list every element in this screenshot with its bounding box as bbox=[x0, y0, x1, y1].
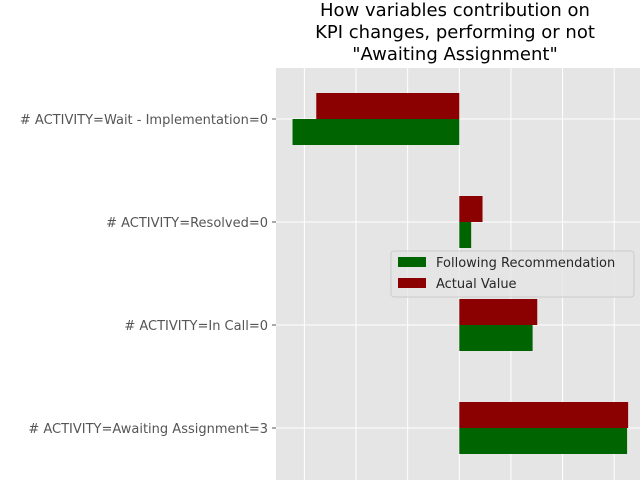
bar-following-recommendation bbox=[459, 222, 472, 248]
bar-actual-value bbox=[459, 402, 629, 428]
bar-following-recommendation bbox=[459, 428, 628, 454]
legend-box bbox=[390, 250, 635, 298]
legend-swatch-actual-value bbox=[398, 278, 426, 288]
legend-label-actual-value: Actual Value bbox=[436, 277, 517, 292]
y-tick-label: # ACTIVITY=Wait - Implementation=0 bbox=[20, 113, 268, 128]
legend: Following Recommendation Actual Value bbox=[390, 250, 635, 298]
bar-following-recommendation bbox=[459, 325, 533, 351]
bar-actual-value bbox=[316, 93, 460, 119]
bars bbox=[292, 93, 629, 454]
y-ticks: # ACTIVITY=Wait - Implementation=0 # ACTI… bbox=[20, 113, 276, 437]
bar-actual-value bbox=[459, 196, 483, 222]
y-tick-label: # ACTIVITY=Awaiting Assignment=3 bbox=[28, 422, 268, 437]
y-tick-label: # ACTIVITY=In Call=0 bbox=[124, 319, 268, 334]
bar-following-recommendation bbox=[292, 119, 460, 145]
bar-actual-value bbox=[459, 299, 538, 325]
y-tick-label: # ACTIVITY=Resolved=0 bbox=[106, 216, 268, 231]
legend-label-following-recommendation: Following Recommendation bbox=[436, 256, 615, 271]
chart-title: How variables contribution on KPI changes… bbox=[315, 0, 595, 65]
legend-swatch-following-recommendation bbox=[398, 257, 426, 267]
